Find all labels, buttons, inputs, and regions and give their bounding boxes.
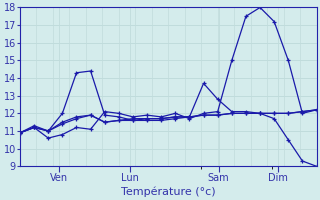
X-axis label: Température (°c): Température (°c) xyxy=(121,186,216,197)
